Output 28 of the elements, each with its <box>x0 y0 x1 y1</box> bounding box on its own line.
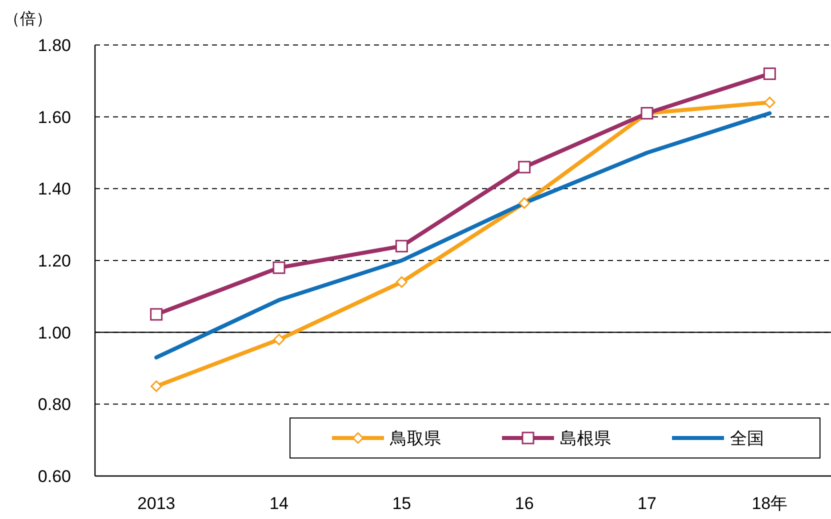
y-tick-label: 1.40 <box>38 180 71 199</box>
x-tick-label: 2013 <box>137 494 176 513</box>
legend-label: 島根県 <box>560 429 611 448</box>
y-tick-label: 1.80 <box>38 36 71 55</box>
y-tick-label: 0.60 <box>38 467 71 486</box>
y-tick-label: 1.00 <box>38 323 71 342</box>
legend-label: 鳥取県 <box>389 429 441 448</box>
point <box>763 67 776 80</box>
point <box>518 160 531 174</box>
y-tick-label: 0.80 <box>38 395 71 414</box>
x-tick-label: 14 <box>270 494 288 513</box>
x-tick-label: 18年 <box>752 494 788 513</box>
point <box>150 308 163 321</box>
point <box>764 96 776 108</box>
point <box>150 380 162 392</box>
legend-label: 全国 <box>730 429 764 448</box>
y-axis-title: （倍） <box>4 10 52 28</box>
x-tick-label: 17 <box>638 494 656 513</box>
point <box>396 276 408 288</box>
y-tick-label: 1.60 <box>38 108 71 127</box>
point <box>518 197 530 209</box>
point <box>272 261 286 274</box>
x-tick-label: 15 <box>392 494 412 513</box>
x-tick-label: 16 <box>514 494 534 513</box>
line-series <box>154 111 772 360</box>
point <box>395 240 408 252</box>
point <box>273 334 285 346</box>
y-tick-label: 1.20 <box>38 252 71 270</box>
